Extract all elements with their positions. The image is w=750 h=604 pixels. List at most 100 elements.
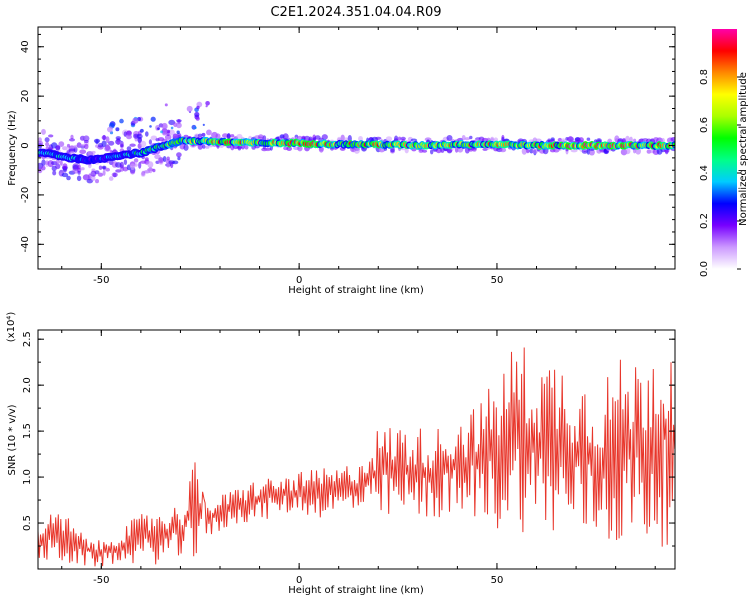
spectrogram-halo-blob [69,138,75,142]
spectrogram-halo-blob [282,133,289,141]
spectrogram-wisp [176,130,180,134]
spectrogram-wisp [132,117,139,124]
snr-y-axis: 0.5 1.0 1.5 2.0 2.5 [22,331,675,547]
spectrogram-halo-blob [264,147,272,151]
spectrogram-halo-blob [353,147,360,154]
spectrogram-halo-blob [286,146,293,151]
spectrogram-halo-blob [98,165,103,170]
spectrogram-halo-blob [45,142,50,147]
spectrogram-halo-blob [48,134,54,138]
spectrogram-halo-blob [59,160,63,166]
spectrogram-halo-blob [105,167,110,172]
colorbar-tick-label: 0.6 [699,117,710,133]
spectrogram-halo-blob [670,137,675,142]
spectrogram-halo-blob [236,133,243,140]
spectrogram-halo-blob [62,146,68,151]
spectrogram-halo-blob [136,133,143,139]
spectrogram-halo-blob [166,163,170,168]
spectrogram-wisp [195,116,200,121]
spectrogram-halo-blob [55,159,61,164]
spectrogram-halo-blob [586,137,591,141]
spectrogram-halo-blob [58,141,65,148]
spectrogram-y-tick-label: 0 [20,142,31,148]
spectrogram-halo-blob [66,175,71,181]
spectrogram-halo-blob [129,143,136,147]
spectrogram-halo-blob [73,144,78,149]
spectrogram-halo-blob [532,148,538,154]
spectrogram-halo-blob [499,147,507,153]
spectrogram-halo-blob [624,148,631,155]
spectrogram-halo-blob [202,144,206,149]
spectrogram-panel: -50 0 50 -40 -20 0 20 40 Height of straight li… [7,26,676,296]
spectrogram-halo-blob [101,140,107,148]
spectrogram-wisp [149,125,152,128]
spectrogram-halo-blob [144,157,149,162]
snr-y-tick-label: 1.5 [22,423,33,439]
spectrogram-halo-blob [418,149,424,154]
snr-x-axis: -50 0 50 [61,330,656,586]
spectrogram-halo-blob [93,138,101,144]
colorbar-gradient [712,29,737,269]
spectrogram-wisp [162,130,167,136]
spectrogram-halo-blob [588,149,595,156]
spectrogram-halo-blob [205,145,210,149]
spectrogram-halo-blob [621,137,627,144]
spectrogram-halo-blob [164,134,172,140]
spectrogram-wisp [172,133,178,139]
spectrogram-halo-blob [91,150,96,154]
spectrogram-halo-blob [38,137,42,143]
spectrogram-wisp [201,132,206,137]
snr-y-tick-label: 1.0 [22,469,33,485]
spectrogram-halo-blob [145,131,149,137]
spectrogram-y-tick-label: -40 [20,236,31,252]
spectrogram-wisp [115,127,120,132]
spectrogram-halo-blob [340,134,345,142]
spectrogram-wisp [157,127,160,130]
spectrogram-wisp [196,105,200,110]
spectrogram-wisp [166,129,171,134]
spectrogram-halo-blob [230,134,235,138]
spectrogram-wisp [186,105,193,112]
spectrogram-wisp [119,118,124,124]
spectrogram-halo-blob [83,139,89,144]
spectrogram-halo-blob [159,158,163,164]
spectrogram-halo-blob [375,136,382,140]
spectrogram-halo-blob [95,179,99,184]
spectrogram-marks [38,101,675,184]
spectrogram-halo-blob [194,133,200,138]
spectrogram-halo-blob [321,134,328,140]
spectrogram-halo-blob [108,140,115,146]
spectrogram-halo-blob [115,169,122,173]
spectrogram-halo-blob [105,136,110,144]
spectrogram-halo-blob [70,134,74,140]
spectrogram-halo-blob [80,167,85,171]
spectrogram-halo-blob [87,151,92,155]
spectrogram-halo-blob [86,178,94,184]
spectrogram-halo-blob [102,166,106,170]
spectrogram-halo-blob [55,145,61,150]
colorbar: 0.0 0.2 0.4 0.6 0.8 Normalized spectral ampl… [699,29,749,277]
spectrogram-wisp [164,103,168,107]
spectrogram-halo-blob [61,172,69,178]
spectrogram-y-tick-label: -20 [20,187,31,203]
snr-x-tick-label: 0 [296,575,302,586]
spectrogram-halo-blob [138,161,142,169]
spectrogram-wisp [140,128,144,133]
spectrogram-halo-blob [152,168,156,173]
spectrogram-halo-blob [82,174,90,181]
spectrogram-halo-blob [464,137,471,141]
spectrogram-halo-blob [83,135,90,141]
spectrogram-halo-blob [41,159,46,166]
spectrogram-halo-blob [41,165,46,171]
spectrogram-x-tick-label: -50 [93,275,109,286]
spectrogram-halo-blob [116,139,121,145]
colorbar-tick-label: 0.2 [699,213,710,229]
spectrogram-halo-blob [148,166,153,174]
spectrogram-halo-blob [148,139,152,145]
spectrogram-halo-blob [226,133,231,140]
spectrogram-halo-blob [147,161,154,168]
spectrogram-halo-blob [385,136,393,142]
colorbar-tick-label: 0.8 [699,69,710,85]
spectrogram-wisp [202,123,205,126]
